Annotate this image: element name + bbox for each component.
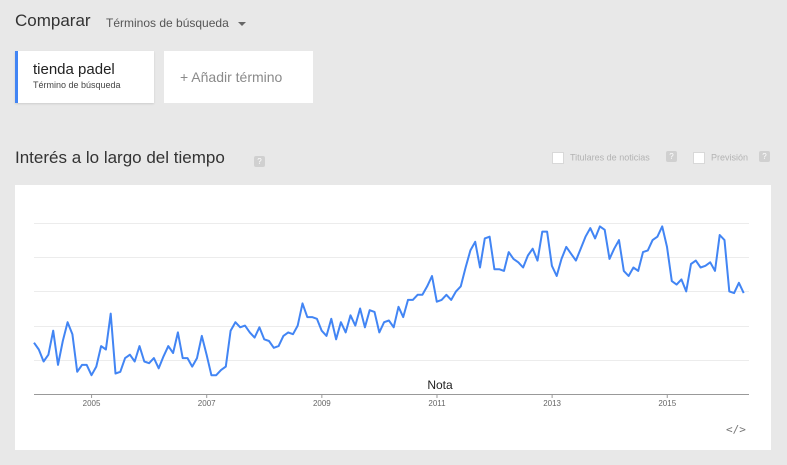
add-term-button[interactable]: + Añadir término [164, 51, 313, 103]
compare-title: Comparar [15, 11, 91, 30]
x-tick-label: 2007 [198, 399, 216, 408]
search-term-type: Término de búsqueda [33, 80, 121, 90]
search-terms-dropdown-label: Términos de búsqueda [106, 16, 229, 30]
x-tick-label: 2015 [658, 399, 676, 408]
news-headlines-checkbox[interactable] [552, 152, 564, 164]
news-headlines-label: Titulares de noticias [570, 152, 650, 163]
chart-panel: 2005 2007 2009 2011 2013 2015 Nota [15, 185, 771, 450]
search-term-name: tienda padel [33, 61, 115, 78]
forecast-checkbox[interactable] [693, 152, 705, 164]
x-tick-label: 2009 [313, 399, 331, 408]
news-help-icon[interactable]: ? [666, 151, 677, 162]
news-headlines-option[interactable]: Titulares de noticias [552, 152, 650, 164]
chart-note-annotation: Nota [427, 378, 453, 392]
x-tick-label: 2011 [428, 399, 446, 408]
search-term-card[interactable]: tienda padel Término de búsqueda [15, 51, 154, 103]
caret-down-icon [238, 21, 247, 26]
forecast-help-icon[interactable]: ? [759, 151, 770, 162]
x-tick-label: 2005 [83, 399, 101, 408]
forecast-label: Previsión [711, 152, 749, 163]
x-tick-label: 2013 [543, 399, 561, 408]
embed-code-icon[interactable]: </> [726, 423, 746, 436]
help-icon[interactable]: ? [254, 156, 265, 167]
interest-line-chart[interactable]: 2005 2007 2009 2011 2013 2015 Nota [15, 185, 771, 450]
interest-over-time-title: Interés a lo largo del tiempo [15, 148, 225, 167]
series-line [33, 225, 745, 377]
search-terms-dropdown[interactable]: Términos de búsqueda [106, 16, 247, 30]
forecast-option[interactable]: Previsión [693, 152, 748, 164]
